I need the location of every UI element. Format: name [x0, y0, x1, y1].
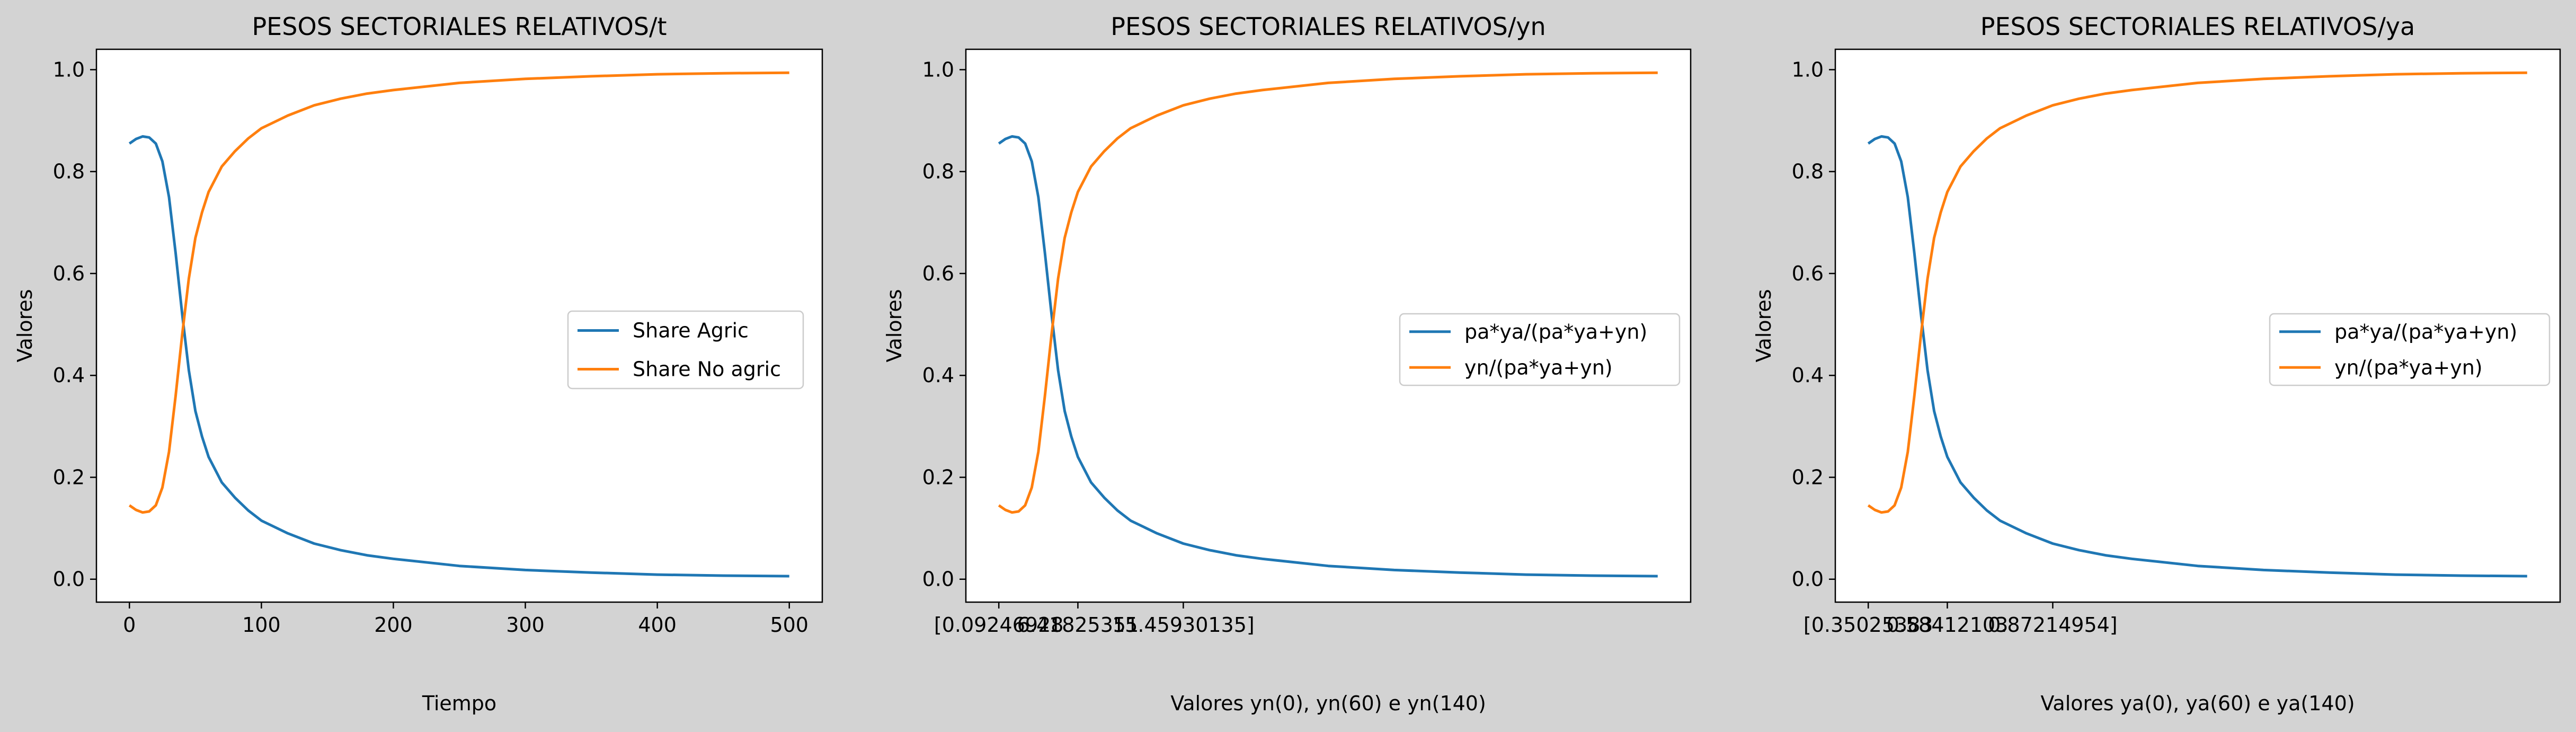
chart-panel-3: 0.0 0.2 0.4 0.6 0.8 1.0 [0.350253830.584121030…: [1752, 12, 2561, 715]
legend-box: [567, 310, 804, 390]
series-line-agric: [128, 135, 789, 578]
x-axis-label: Valores ya(0), ya(60) e ya(140): [2040, 692, 2355, 715]
series-line-agric: [998, 135, 1658, 578]
x-tick-label: [0.09246928: [934, 613, 1064, 637]
legend: pa*ya/(pa*ya+yn) yn/(pa*ya+yn): [1399, 313, 1681, 386]
y-tick-label: 0.6: [922, 262, 954, 285]
legend: Share Agric Share No agric: [567, 310, 804, 390]
legend-entry: pa*ya/(pa*ya+yn): [1464, 320, 1647, 343]
x-axis-label: Tiempo: [422, 692, 496, 715]
legend-box: [1399, 313, 1681, 386]
y-tick-label: 0.4: [53, 364, 85, 387]
y-axis-label: Valores: [883, 289, 906, 362]
x-tick-label: 15.45930135]: [1112, 613, 1255, 637]
y-tick-label: 0.0: [1792, 568, 1824, 591]
x-axis-label: Valores yn(0), yn(60) e yn(140): [1170, 692, 1486, 715]
y-tick-label: 1.0: [53, 58, 85, 81]
chart-title: PESOS SECTORIALES RELATIVOS/ya: [1980, 12, 2415, 41]
y-tick-label: 1.0: [1792, 58, 1824, 81]
series-line-agric: [1867, 135, 2527, 578]
chart-panel-2: 0.0 0.2 0.4 0.6 0.8 1.0 [0.092469286.418253511…: [883, 12, 1692, 715]
x-tick-label: [0.35025383: [1804, 613, 1933, 637]
y-tick-label: 0.8: [922, 160, 954, 183]
x-tick-label: 500: [770, 613, 809, 637]
y-axis-label: Valores: [1752, 289, 1775, 362]
x-tick-label: 0.87214954]: [1988, 613, 2118, 637]
series-line-no-agric: [128, 71, 789, 514]
series-line-no-agric: [1867, 71, 2527, 514]
y-tick-label: 0.4: [922, 364, 954, 387]
chart-panel-1: 0.0 0.2 0.4 0.6 0.8 1.0 0 100 200 300 400 500 PESOS …: [13, 12, 823, 715]
y-tick-label: 0.0: [53, 568, 85, 591]
legend-entry: pa*ya/(pa*ya+yn): [2334, 320, 2517, 343]
x-tick-label: 400: [638, 613, 677, 637]
x-tick-label: 0: [123, 613, 136, 637]
y-tick-label: 0.0: [922, 568, 954, 591]
y-tick-label: 0.2: [53, 465, 85, 489]
chart-title: PESOS SECTORIALES RELATIVOS/t: [252, 12, 667, 41]
legend-entry: Share No agric: [633, 358, 781, 381]
y-tick-label: 0.6: [1792, 262, 1824, 285]
y-tick-label: 1.0: [922, 58, 954, 81]
legend: pa*ya/(pa*ya+yn) yn/(pa*ya+yn): [2269, 313, 2551, 386]
legend-entry: yn/(pa*ya+yn): [1464, 356, 1613, 379]
x-tick-label: 0.58412103: [1887, 613, 2009, 637]
y-tick-label: 0.6: [53, 262, 85, 285]
axes-frame: [95, 48, 823, 603]
legend-entry: yn/(pa*ya+yn): [2334, 356, 2483, 379]
x-tick-label: 6.41825351: [1017, 613, 1139, 637]
y-tick-label: 0.2: [1792, 465, 1824, 489]
y-axis-label: Valores: [13, 289, 37, 362]
x-tick-label: 200: [374, 613, 413, 637]
axes-frame: [1834, 48, 2561, 603]
x-tick-label: 300: [506, 613, 545, 637]
legend-entry: Share Agric: [633, 319, 749, 342]
axes-frame: [965, 48, 1692, 603]
y-tick-label: 0.8: [53, 160, 85, 183]
y-tick-label: 0.4: [1792, 364, 1824, 387]
y-tick-label: 0.8: [1792, 160, 1824, 183]
series-line-no-agric: [998, 71, 1658, 514]
chart-title: PESOS SECTORIALES RELATIVOS/yn: [1111, 12, 1545, 41]
legend-box: [2269, 313, 2551, 386]
x-tick-label: 100: [242, 613, 281, 637]
y-tick-label: 0.2: [922, 465, 954, 489]
